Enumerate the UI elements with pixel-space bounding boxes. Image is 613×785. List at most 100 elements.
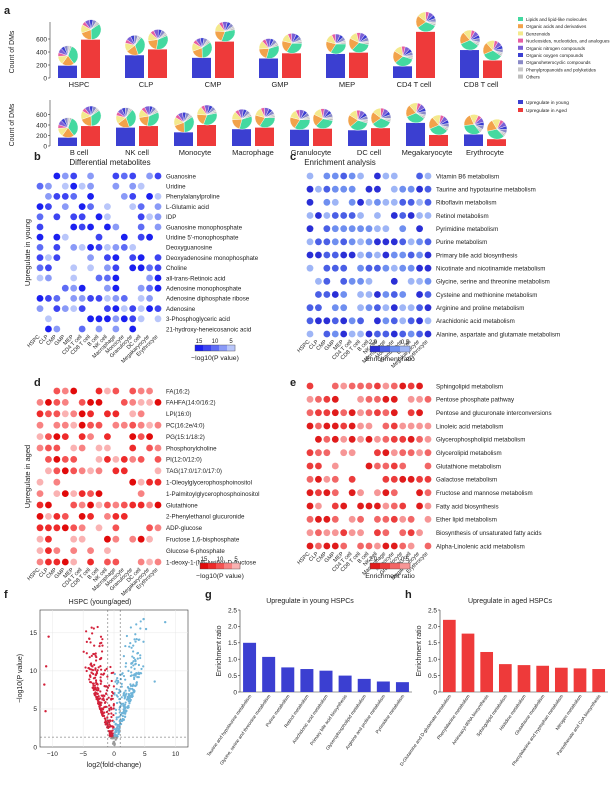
dot-young [382, 198, 390, 206]
pie-slice-DC cell [372, 117, 391, 129]
dot-young [154, 305, 162, 312]
dot-young [112, 325, 120, 333]
volcano-point [139, 620, 142, 623]
dot-aged [390, 462, 398, 470]
dot-aged [61, 490, 69, 497]
dot-young [382, 264, 390, 272]
dot-young [323, 317, 331, 325]
dot-young [154, 193, 162, 200]
volcano-point [122, 704, 125, 708]
dot-aged [53, 399, 61, 406]
dot-young [399, 291, 407, 298]
volcano-point [92, 652, 96, 656]
volcano-point [127, 669, 130, 672]
volcano-point [117, 732, 120, 736]
volcano-point [108, 709, 111, 712]
dot-young [154, 223, 162, 231]
dot-aged [53, 467, 61, 475]
category-label: Arginine and proline metabolism [344, 694, 386, 751]
dot-aged [424, 422, 432, 430]
panel-a-ytick-label: 0 [43, 75, 47, 82]
dot-aged [129, 421, 137, 429]
dot-aged [95, 490, 103, 497]
volcano-point [114, 731, 117, 734]
volcano-point [110, 679, 113, 683]
dot-young [323, 251, 331, 259]
dot-aged [357, 409, 364, 417]
dot-young [315, 251, 322, 259]
dot-young [306, 251, 314, 259]
row-label: Nicotinate and nicotinamide metabolism [436, 265, 545, 272]
dot-young [137, 254, 145, 261]
row-label: Pyrimidine metabolism [436, 226, 498, 233]
volcano-point [109, 732, 112, 735]
dot-young [104, 244, 111, 251]
pie-slice-CMP [201, 40, 211, 49]
legend-swatch [518, 60, 523, 65]
row-label: Sphingolipid metabolism [436, 383, 503, 390]
dot-young [70, 284, 78, 292]
pie-slice-Megakaryocyte [415, 112, 426, 119]
panel-c-title: Enrichment analysis [304, 158, 376, 167]
bar-young-nk-cell [116, 127, 135, 146]
row-label: L-Glutamic acid [166, 204, 210, 211]
volcano-point [134, 684, 137, 688]
dot-young [365, 251, 373, 259]
row-label: Pentose phosphate pathway [436, 397, 515, 404]
dot-aged [306, 515, 314, 523]
bar-aged [442, 619, 456, 692]
volcano-point [95, 697, 98, 701]
bar-young-cmp [192, 57, 211, 78]
dot-young [390, 251, 398, 259]
legend-tick: 0.5 [401, 340, 410, 346]
volcano-point [104, 701, 107, 704]
dot-young [53, 295, 61, 302]
dot-young [357, 238, 364, 246]
dot-aged [129, 410, 137, 418]
volcano-point [115, 679, 118, 682]
legend-title: −log10(P value) [191, 355, 239, 362]
dot-aged [95, 467, 103, 475]
volcano-point [101, 714, 104, 718]
dot-young [70, 244, 78, 251]
volcano-point [47, 635, 50, 638]
bar-young-hspc [58, 65, 77, 78]
dot-aged [390, 409, 398, 417]
volcano-point [43, 683, 46, 686]
dot-aged [36, 524, 44, 532]
dot-young [416, 330, 423, 338]
volcano-point [96, 669, 99, 672]
dot-aged [357, 489, 364, 497]
dot-young [120, 305, 128, 312]
volcano-point [119, 723, 122, 726]
volcano-point [120, 696, 123, 699]
dot-aged [357, 435, 364, 443]
panel-g-title: Upregulate in young HSPCs [266, 598, 354, 605]
bar-aged-cd4-t-cell [416, 31, 435, 79]
dot-young [340, 251, 348, 259]
legend-colorbar-frame [369, 562, 411, 570]
dot-young [399, 212, 407, 219]
row-label: Retinol metabolism [436, 213, 489, 220]
dot-young [87, 264, 94, 272]
dot-young [104, 295, 111, 302]
dot-aged [348, 475, 356, 483]
dot-aged [112, 513, 120, 520]
dot-young [390, 212, 398, 219]
panel-a-ytick-label: 200 [36, 133, 47, 140]
dot-aged [365, 382, 373, 390]
legend-colorbar [370, 346, 381, 352]
row-label: Deoxyguanosine [166, 245, 213, 252]
dot-aged [331, 529, 339, 537]
dot-aged [36, 490, 44, 497]
dot-young [323, 277, 331, 285]
pie-slice-GMP [291, 41, 303, 44]
dot-young [45, 274, 52, 282]
volcano-point [129, 684, 133, 687]
volcano-point [126, 705, 129, 709]
pie-slice-Megakaryocyte [438, 124, 449, 131]
bar-aged-b-cell [81, 126, 100, 146]
dot-aged [357, 542, 364, 550]
dot-young [95, 325, 103, 333]
dot-young [340, 212, 348, 219]
